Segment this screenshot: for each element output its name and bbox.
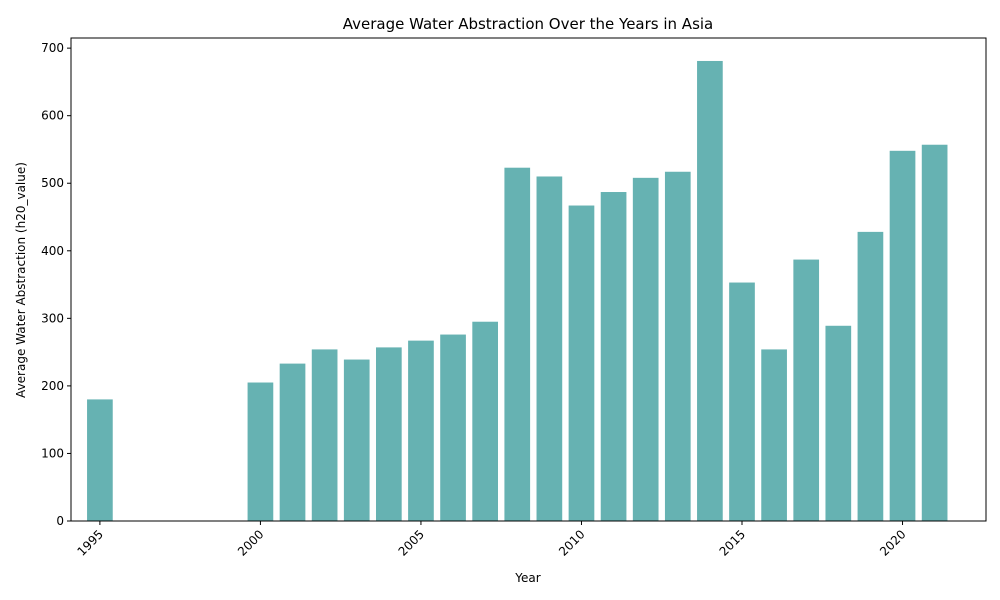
x-tick-label-1995: 1995 <box>75 527 106 558</box>
bar-2010 <box>568 205 595 521</box>
bar-2013 <box>664 171 691 521</box>
bar-2011 <box>600 192 627 521</box>
bar-2002 <box>311 349 338 521</box>
y-axis-ticks: 0 100 200 300 400 500 600 700 <box>41 41 71 528</box>
chart-title: Average Water Abstraction Over the Years… <box>343 15 714 33</box>
bar-2000 <box>247 382 274 521</box>
bar-2021 <box>921 144 948 522</box>
plot-frame <box>70 37 987 522</box>
x-tick-label-2000: 2000 <box>235 527 266 558</box>
y-tick-label-100: 100 <box>41 446 64 460</box>
x-tick-label-2010: 2010 <box>556 527 587 558</box>
y-tick-label-300: 300 <box>41 311 64 325</box>
bar-2014 <box>697 60 723 521</box>
bar-2017 <box>793 259 820 521</box>
bar-2005 <box>408 340 434 521</box>
bar-2007 <box>472 321 498 521</box>
bar-2003 <box>343 359 370 521</box>
y-tick-label-600: 600 <box>41 109 64 123</box>
x-axis-label: Year <box>514 571 540 585</box>
bar-2020 <box>889 150 916 521</box>
x-tick-label-2005: 2005 <box>396 527 427 558</box>
bar-2018 <box>825 325 852 521</box>
y-tick-label-200: 200 <box>41 379 64 393</box>
bar-2008 <box>504 167 531 522</box>
y-tick-label-400: 400 <box>41 244 64 258</box>
bars-group <box>87 60 948 522</box>
x-tick-label-2020: 2020 <box>877 527 908 558</box>
bar-2012 <box>632 177 659 522</box>
bar-1995 <box>87 399 113 521</box>
bar-2015 <box>729 282 755 521</box>
bar-2001 <box>279 363 306 521</box>
bar-2016 <box>761 349 787 521</box>
y-tick-label-500: 500 <box>41 176 64 190</box>
y-axis-label: Average Water Abstraction (h20_value) <box>14 162 28 398</box>
y-tick-label-700: 700 <box>41 41 64 55</box>
bar-2019 <box>857 231 884 521</box>
bar-2006 <box>440 334 466 521</box>
bar-2009 <box>536 176 563 521</box>
y-tick-label-0: 0 <box>56 514 64 528</box>
x-tick-label-2015: 2015 <box>717 527 748 558</box>
x-axis-ticks: 1995 2000 2005 2010 2015 2020 <box>75 521 909 559</box>
bar-2004 <box>376 347 402 521</box>
